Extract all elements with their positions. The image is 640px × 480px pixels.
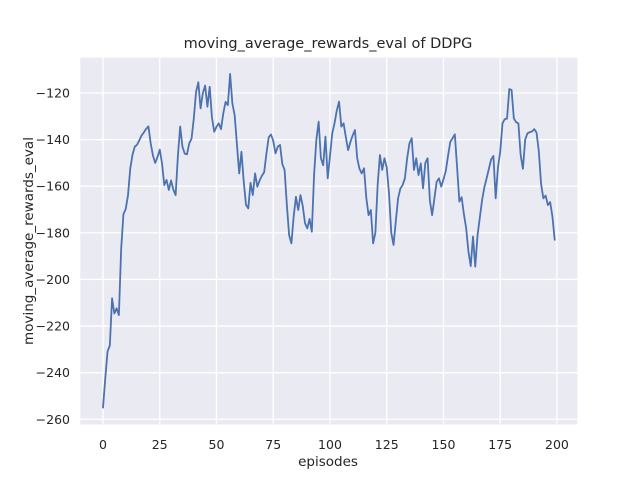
y-tick-label: −180 <box>36 225 70 240</box>
x-tick-label: 200 <box>545 437 569 452</box>
x-tick-label: 50 <box>209 437 225 452</box>
y-tick-label: −120 <box>36 86 70 101</box>
x-tick-label: 100 <box>318 437 342 452</box>
x-tick-label: 75 <box>265 437 281 452</box>
y-tick-label: −240 <box>36 365 70 380</box>
plot-area <box>80 57 578 425</box>
y-axis-label: moving_average_rewards_eval <box>21 137 37 345</box>
y-tick-label: −220 <box>36 319 70 334</box>
series-line <box>102 73 556 409</box>
y-axis-tick-labels: −120 −140 −160 −180 −200 −220 −240 −260 <box>36 86 70 427</box>
y-tick-label: −260 <box>36 412 70 427</box>
y-tick-label: −160 <box>36 179 70 194</box>
chart-title: moving_average_rewards_eval of DDPG <box>184 36 473 52</box>
x-tick-label: 150 <box>432 437 456 452</box>
gridlines <box>80 57 578 425</box>
y-tick-label: −200 <box>36 272 70 287</box>
x-axis-tick-labels: 0 25 50 75 100 125 150 175 200 <box>99 437 569 452</box>
x-axis-label: episodes <box>298 454 358 470</box>
y-tick-label: −140 <box>36 132 70 147</box>
x-tick-label: 175 <box>488 437 512 452</box>
x-tick-label: 0 <box>99 437 107 452</box>
x-tick-label: 125 <box>375 437 399 452</box>
x-tick-label: 25 <box>152 437 168 452</box>
